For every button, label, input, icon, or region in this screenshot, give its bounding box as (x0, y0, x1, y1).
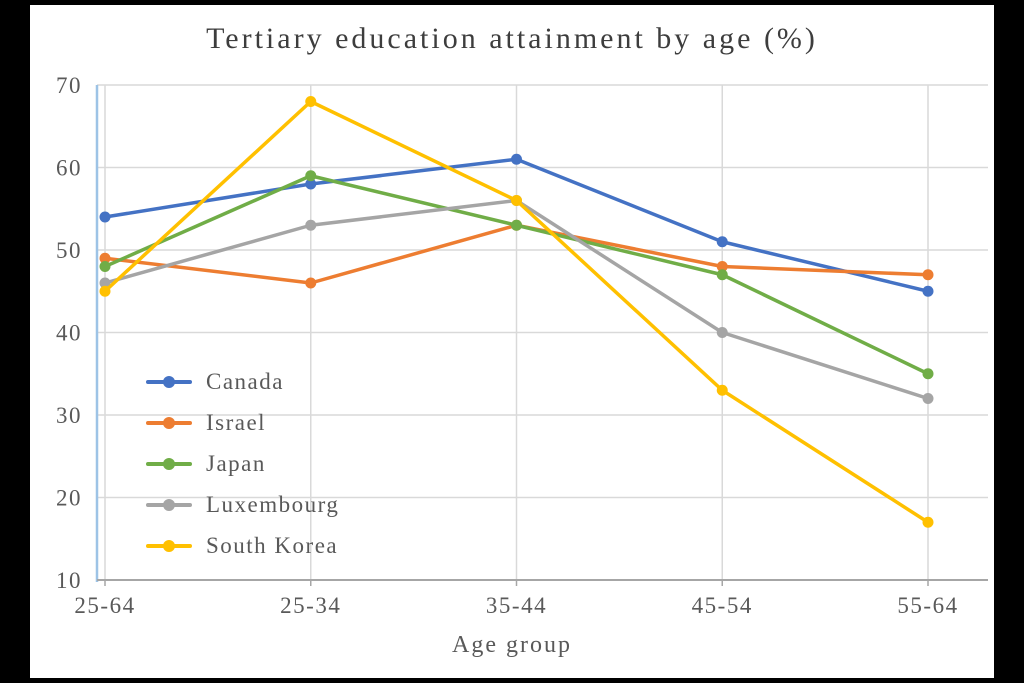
series-marker-south-korea-3 (716, 384, 728, 396)
legend-marker-icon (146, 499, 192, 511)
series-marker-japan-1 (305, 170, 317, 182)
legend-item-israel: Israel (146, 410, 339, 435)
series-marker-japan-0 (99, 261, 111, 272)
series-marker-luxembourg-0 (99, 277, 111, 289)
chart-title: Tertiary education attainment by age (%) (206, 22, 818, 55)
series-marker-south-korea-0 (99, 285, 111, 297)
series-marker-south-korea-1 (305, 96, 317, 107)
x-axis-title: Age group (452, 632, 572, 658)
legend-item-south-korea: South Korea (146, 533, 339, 558)
legend-marker-icon (146, 540, 192, 552)
legend-label: South Korea (206, 533, 339, 558)
x-tick-label: 25-34 (280, 593, 341, 618)
series-marker-israel-1 (305, 277, 317, 289)
series-marker-japan-3 (716, 269, 728, 281)
series-marker-japan-4 (922, 368, 934, 380)
series-marker-canada-2 (511, 153, 522, 165)
legend-item-canada: Canada (146, 369, 339, 394)
series-marker-south-korea-4 (922, 516, 934, 528)
legend-item-japan: Japan (146, 451, 339, 476)
legend-label: Israel (206, 410, 267, 435)
legend-label: Canada (206, 369, 284, 394)
y-tick-label: 30 (56, 403, 82, 428)
series-marker-canada-3 (716, 236, 728, 248)
legend-marker-icon (146, 417, 192, 429)
series-marker-luxembourg-3 (716, 327, 728, 338)
series-marker-canada-4 (922, 285, 934, 297)
y-tick-label: 10 (56, 568, 82, 593)
series-marker-canada-0 (99, 211, 111, 223)
x-tick-label: 25-64 (74, 593, 135, 618)
chart-legend: Canada Israel Japan Luxembourg South Kor… (146, 369, 340, 558)
legend-label: Luxembourg (206, 492, 340, 517)
x-tick-label: 55-64 (897, 593, 958, 618)
legend-label: Japan (206, 451, 266, 476)
y-tick-label: 50 (56, 238, 82, 263)
series-marker-israel-3 (716, 261, 728, 272)
y-tick-label: 70 (56, 73, 82, 98)
legend-marker-icon (146, 376, 192, 388)
series-marker-japan-2 (511, 219, 522, 231)
y-tick-label: 20 (56, 486, 82, 511)
series-marker-south-korea-2 (511, 195, 522, 206)
series-marker-israel-4 (922, 269, 934, 281)
chart-card (30, 5, 994, 678)
y-tick-label: 40 (56, 321, 82, 346)
series-marker-canada-1 (305, 178, 317, 190)
y-tick-label: 60 (56, 156, 82, 181)
legend-marker-icon (146, 458, 192, 470)
x-tick-label: 45-54 (692, 593, 753, 618)
series-marker-luxembourg-4 (922, 393, 934, 404)
x-tick-label: 35-44 (486, 593, 547, 618)
series-marker-israel-0 (99, 252, 111, 264)
series-marker-luxembourg-1 (305, 219, 317, 231)
legend-item-luxembourg: Luxembourg (146, 492, 340, 517)
